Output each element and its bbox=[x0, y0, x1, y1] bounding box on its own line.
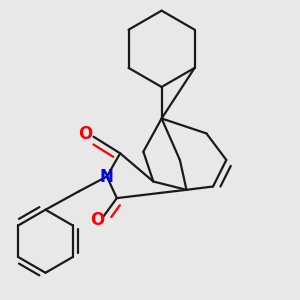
Text: O: O bbox=[78, 125, 92, 143]
Text: O: O bbox=[90, 211, 104, 229]
Text: N: N bbox=[100, 167, 114, 185]
